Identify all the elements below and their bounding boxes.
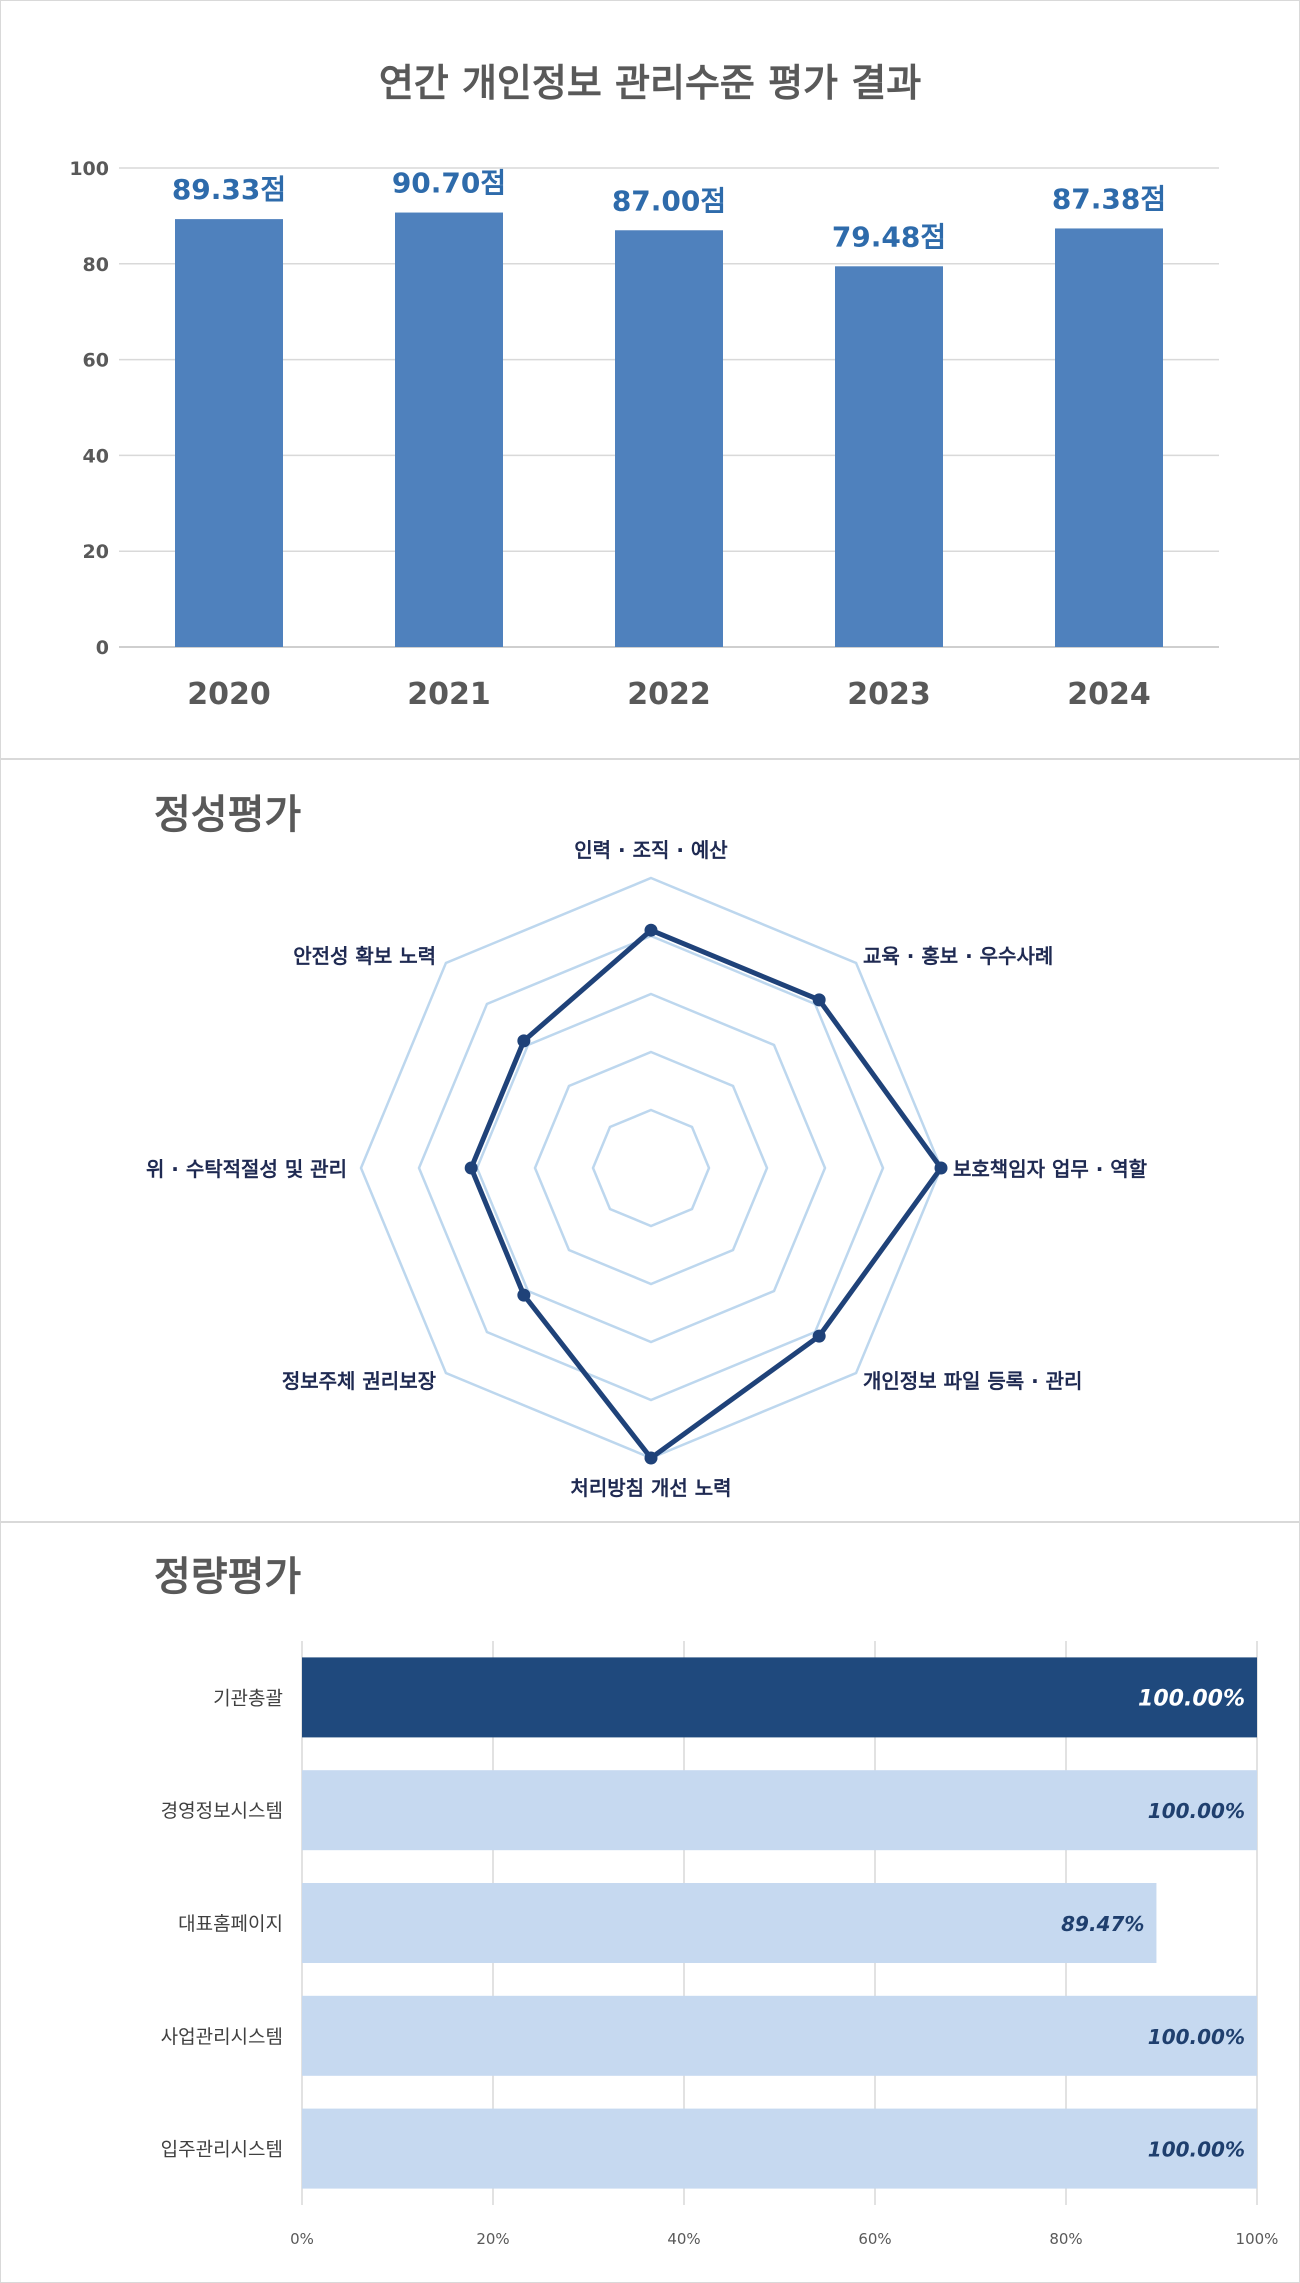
x-tick-label: 2021 (407, 677, 491, 712)
radar-axis-label: 안전성 확보 노력 (293, 944, 436, 968)
radar-axis-label: 교육 · 홍보 · 우수사례 (863, 944, 1053, 968)
radar-point (464, 1161, 478, 1175)
radar-axis-label: 정보주체 권리보장 (282, 1369, 437, 1393)
data-label: 90.70점 (392, 167, 506, 200)
x-tick-label: 100% (1236, 2230, 1279, 2248)
y-tick-label: 경영정보시스템 (161, 1800, 283, 1822)
x-tick-label: 2020 (187, 677, 271, 712)
radar-point (517, 1288, 531, 1302)
x-tick-label: 2023 (847, 677, 931, 712)
bar (302, 1883, 1157, 1963)
bar (835, 266, 943, 647)
y-tick-label: 100 (69, 158, 109, 180)
y-tick-label: 입주관리시스템 (161, 2139, 283, 2161)
radar-point (644, 923, 658, 937)
bar (175, 219, 283, 647)
radar-grid-ring (591, 1108, 711, 1228)
radar-axis-label: 인력 · 조직 · 예산 (574, 838, 728, 862)
data-label: 100.00% (1138, 1686, 1245, 1711)
y-tick-label: 80 (83, 254, 109, 276)
bar (395, 212, 503, 647)
annual-score-panel: 연간 개인정보 관리수준 평가 결과 0 20 40 60 80 100 89.33점 2020… (0, 0, 1300, 759)
x-tick-label: 2024 (1067, 677, 1151, 712)
radar-grid-ring (417, 934, 885, 1402)
quantitative-bar-chart: 정량평가 0% 20% 40% 60% 80% 100% 100.00% 기관총괄 100.00%… (154, 1554, 1279, 2248)
radar-axis-label: 처리방침 개선 노력 (570, 1476, 731, 1500)
bar (302, 1995, 1257, 2076)
data-label: 100.00% (1148, 2025, 1245, 2049)
x-tick-label: 40% (667, 2230, 700, 2248)
radar-grid-ring (533, 1050, 769, 1286)
y-tick-label: 대표홈페이지 (178, 1913, 283, 1935)
bar (302, 1657, 1257, 1738)
data-label: 87.00점 (612, 184, 726, 217)
data-label: 89.33점 (172, 173, 286, 206)
y-tick-label: 사업관리시스템 (161, 2026, 283, 2048)
chart-title: 정성평가 (154, 792, 301, 838)
x-tick-label: 2022 (627, 677, 711, 712)
x-tick-label: 60% (858, 2230, 891, 2248)
bar (302, 2108, 1257, 2189)
x-tick-label: 80% (1049, 2230, 1082, 2248)
data-label: 100.00% (1148, 2138, 1245, 2162)
radar-point (644, 1451, 658, 1465)
y-tick-label: 40 (83, 445, 109, 467)
y-tick-label: 0 (96, 637, 109, 659)
y-tick-label: 60 (83, 350, 109, 372)
chart-title: 정량평가 (154, 1554, 301, 1600)
bar (1055, 228, 1163, 647)
y-tick-label: 기관총괄 (213, 1687, 283, 1709)
data-label: 100.00% (1148, 1799, 1245, 1823)
x-tick-label: 20% (476, 2230, 509, 2248)
radar-axis-label: 개인정보 파일 등록 · 관리 (863, 1369, 1082, 1393)
radar-grid-ring (359, 876, 943, 1460)
radar-point (812, 993, 826, 1007)
quantitative-panel: 정량평가 0% 20% 40% 60% 80% 100% 100.00% 기관총괄 100.00%… (0, 1522, 1300, 2283)
bar (302, 1770, 1257, 1851)
chart-title: 연간 개인정보 관리수준 평가 결과 (379, 61, 921, 105)
data-label: 89.47% (1061, 1912, 1144, 1936)
x-tick-label: 0% (290, 2230, 314, 2248)
annual-score-chart: 연간 개인정보 관리수준 평가 결과 0 20 40 60 80 100 89.33점 2020… (69, 61, 1219, 712)
radar-axis-label: 위 · 수탁적절성 및 관리 (146, 1157, 347, 1181)
radar-point (934, 1161, 948, 1175)
radar-axis-label: 보호책임자 업무 · 역할 (953, 1157, 1148, 1181)
radar-grid-ring (475, 992, 827, 1344)
data-label: 79.48점 (832, 220, 946, 253)
radar-point (517, 1034, 531, 1048)
data-label: 87.38점 (1052, 182, 1166, 215)
y-tick-label: 20 (83, 541, 109, 563)
bar (615, 230, 723, 647)
radar-point (812, 1329, 826, 1343)
